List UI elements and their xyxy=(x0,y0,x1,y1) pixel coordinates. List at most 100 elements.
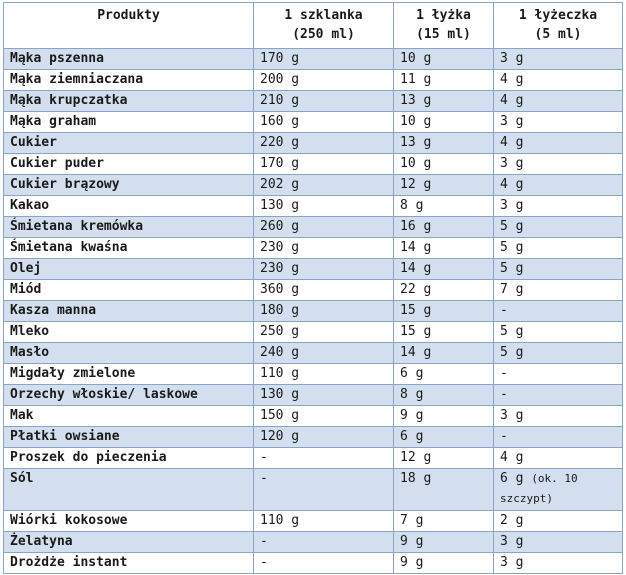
cell: 5 g xyxy=(493,237,623,259)
product-name: Cukier puder xyxy=(3,153,254,175)
product-name: Drożdże instant xyxy=(3,552,254,574)
product-name: Proszek do pieczenia xyxy=(3,447,254,469)
product-name: Sól xyxy=(3,468,254,511)
product-name: Śmietana kremówka xyxy=(3,216,254,238)
cell: 13 g xyxy=(393,90,494,112)
cell: 230 g xyxy=(253,258,394,280)
cell: 202 g xyxy=(253,174,394,196)
cell: 120 g xyxy=(253,426,394,448)
cell: 150 g xyxy=(253,405,394,427)
product-name: Żelatyna xyxy=(3,531,254,553)
product-name: Cukier brązowy xyxy=(3,174,254,196)
header-text: 1 łyżka xyxy=(416,8,471,23)
cell-text: 6 g xyxy=(500,471,524,486)
cell: 110 g xyxy=(253,510,394,532)
cell: 3 g xyxy=(493,405,623,427)
cell: 4 g xyxy=(493,132,623,154)
cell: 5 g xyxy=(493,342,623,364)
cell: - xyxy=(253,531,394,553)
product-name: Mąka ziemniaczana xyxy=(3,69,254,91)
header-text: Produkty xyxy=(97,8,160,23)
cell: 10 g xyxy=(393,48,494,70)
cell: 8 g xyxy=(393,195,494,217)
cell: 18 g xyxy=(393,468,494,511)
cell: 180 g xyxy=(253,300,394,322)
cell: 7 g xyxy=(393,510,494,532)
cell: 9 g xyxy=(393,552,494,574)
cell: 4 g xyxy=(493,174,623,196)
header-row: Produkty 1 szklanka (250 ml) 1 łyżka (15 ml)… xyxy=(3,2,623,49)
cell: 110 g xyxy=(253,363,394,385)
cell: 14 g xyxy=(393,342,494,364)
cell: 230 g xyxy=(253,237,394,259)
cell: 6 g xyxy=(393,363,494,385)
product-name: Płatki owsiane xyxy=(3,426,254,448)
cell: 3 g xyxy=(493,552,623,574)
cell: - xyxy=(493,426,623,448)
cell: - xyxy=(253,468,394,511)
cell: 10 g xyxy=(393,111,494,133)
cell: 12 g xyxy=(393,174,494,196)
product-name: Mleko xyxy=(3,321,254,343)
product-name: Kasza manna xyxy=(3,300,254,322)
cell: 130 g xyxy=(253,384,394,406)
cell: 3 g xyxy=(493,111,623,133)
cell: 2 g xyxy=(493,510,623,532)
cell: 3 g xyxy=(493,195,623,217)
cell: 12 g xyxy=(393,447,494,469)
header-cell: 1 łyżeczka (5 ml) xyxy=(493,2,623,49)
cell: - xyxy=(493,363,623,385)
cell: 3 g xyxy=(493,153,623,175)
cell: 220 g xyxy=(253,132,394,154)
cell: 160 g xyxy=(253,111,394,133)
cell: 5 g xyxy=(493,321,623,343)
header-text: (5 ml) xyxy=(534,27,582,42)
cell: - xyxy=(493,300,623,322)
cell: 15 g xyxy=(393,300,494,322)
cell: 14 g xyxy=(393,237,494,259)
cell: 6 g (ok. 10 szczypt) xyxy=(493,468,623,511)
product-name: Mąka krupczatka xyxy=(3,90,254,112)
cell: 13 g xyxy=(393,132,494,154)
cell: 4 g xyxy=(493,69,623,91)
cell: 11 g xyxy=(393,69,494,91)
product-name: Olej xyxy=(3,258,254,280)
product-name: Migdały zmielone xyxy=(3,363,254,385)
header-cell: 1 łyżka (15 ml) xyxy=(393,2,494,49)
header-text: (15 ml) xyxy=(416,27,471,42)
product-name: Masło xyxy=(3,342,254,364)
cell: - xyxy=(253,447,394,469)
cell: 210 g xyxy=(253,90,394,112)
product-name: Orzechy włoskie/ laskowe xyxy=(3,384,254,406)
cell: 14 g xyxy=(393,258,494,280)
cell: - xyxy=(493,384,623,406)
cell: 5 g xyxy=(493,216,623,238)
cell: 170 g xyxy=(253,153,394,175)
product-name: Miód xyxy=(3,279,254,301)
cell: 170 g xyxy=(253,48,394,70)
product-name: Wiórki kokosowe xyxy=(3,510,254,532)
header-text: (250 ml) xyxy=(292,27,355,42)
cell: 260 g xyxy=(253,216,394,238)
product-name: Kakao xyxy=(3,195,254,217)
